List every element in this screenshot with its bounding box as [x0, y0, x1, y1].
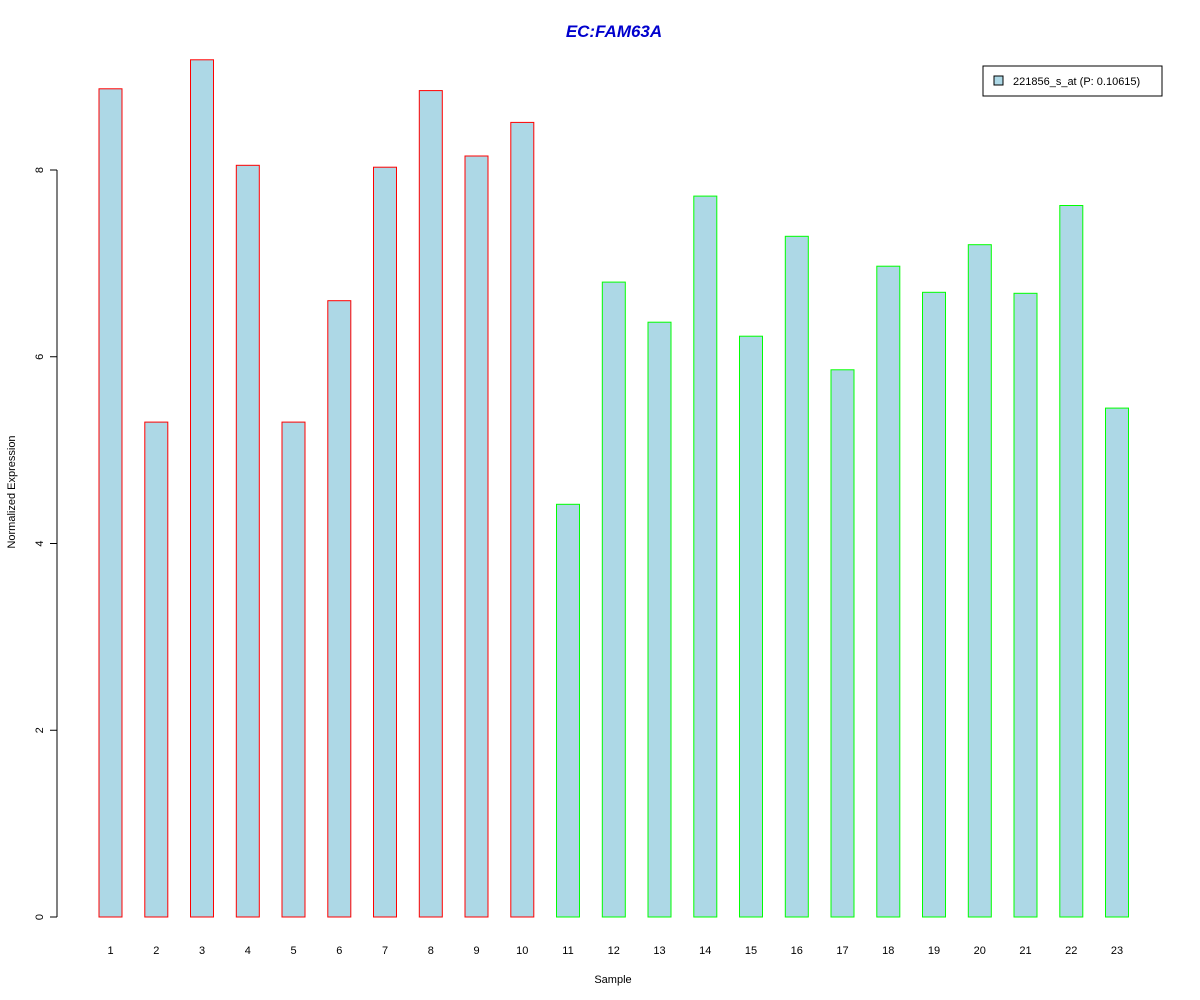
x-tick-label: 2 — [153, 945, 159, 957]
y-tick-label: 8 — [34, 167, 46, 173]
x-tick-label: 3 — [199, 945, 205, 957]
bar-sample-1 — [98, 88, 123, 918]
bar-sample-22 — [1059, 205, 1084, 918]
bar-sample-4 — [235, 164, 260, 918]
bar-sample-16 — [784, 235, 809, 918]
bar-sample-12 — [601, 281, 626, 918]
y-tick-label: 4 — [34, 540, 46, 546]
x-tick-label: 4 — [245, 945, 251, 957]
x-tick-label: 5 — [290, 945, 296, 957]
x-tick-label: 17 — [836, 945, 848, 957]
bar-sample-7 — [373, 166, 397, 918]
x-tick-label: 7 — [382, 945, 388, 957]
x-tick-label: 14 — [699, 945, 711, 957]
bar-sample-3 — [190, 59, 214, 918]
x-tick-label: 12 — [608, 945, 620, 957]
bar-sample-18 — [876, 265, 901, 918]
x-tick-label: 23 — [1111, 945, 1123, 957]
bar-sample-17 — [830, 369, 855, 918]
bar-sample-23 — [1105, 407, 1129, 918]
bar-sample-6 — [327, 300, 352, 918]
y-tick-label: 6 — [34, 354, 46, 360]
x-tick-labels: 1 2 3 4 5 6 7 8 9 10 11 12 13 14 15 16 17 18 19 20 21 22 23 — [107, 945, 1123, 957]
bar-sample-20 — [967, 244, 992, 918]
bar-sample-5 — [281, 421, 306, 918]
bar-sample-19 — [922, 291, 946, 918]
bar-sample-8 — [418, 90, 443, 918]
y-axis: 0 2 4 6 8 — [34, 167, 58, 920]
x-tick-label: 15 — [745, 945, 757, 957]
legend-label: 221856_s_at (P: 0.10615) — [1013, 76, 1140, 88]
bar-sample-2 — [144, 421, 169, 918]
y-tick-label: 2 — [34, 727, 46, 733]
x-tick-label: 20 — [974, 945, 986, 957]
x-tick-label: 9 — [473, 945, 479, 957]
x-tick-label: 8 — [428, 945, 434, 957]
x-axis-label: Sample — [594, 974, 631, 986]
x-tick-label: 22 — [1065, 945, 1077, 957]
x-tick-label: 18 — [882, 945, 894, 957]
x-tick-label: 10 — [516, 945, 528, 957]
bar-sample-11 — [556, 503, 580, 918]
x-tick-label: 21 — [1019, 945, 1031, 957]
bar-sample-9 — [464, 155, 489, 918]
y-tick-label: 0 — [34, 914, 46, 920]
x-tick-label: 1 — [107, 945, 113, 957]
bar-sample-13 — [647, 321, 672, 918]
x-tick-label: 16 — [791, 945, 803, 957]
legend-box — [982, 65, 1163, 97]
legend-swatch — [993, 75, 1004, 86]
y-axis-label: Normalized Expression — [6, 435, 18, 548]
bar-sample-21 — [1013, 292, 1038, 918]
bar-sample-10 — [510, 121, 535, 918]
x-tick-label: 13 — [653, 945, 665, 957]
x-tick-label: 19 — [928, 945, 940, 957]
bar-sample-15 — [739, 335, 763, 918]
bars-group — [98, 59, 1129, 918]
x-tick-label: 6 — [336, 945, 342, 957]
x-tick-label: 11 — [562, 945, 573, 957]
chart-title: EC:FAM63A — [566, 22, 662, 41]
bar-sample-14 — [693, 195, 718, 918]
legend: 221856_s_at (P: 0.10615) — [982, 65, 1163, 97]
